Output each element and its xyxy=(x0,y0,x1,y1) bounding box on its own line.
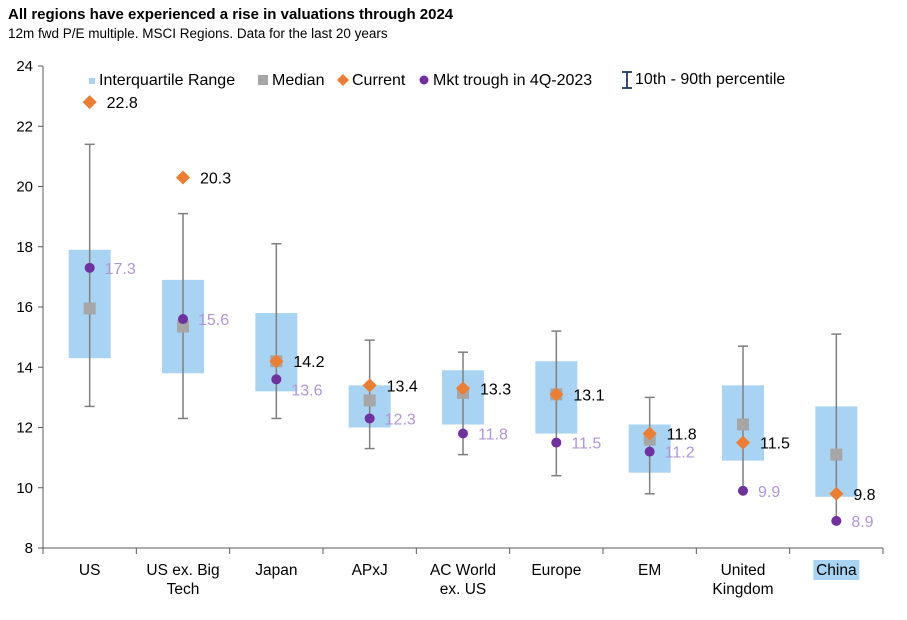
current-value-label: 11.5 xyxy=(760,436,790,453)
current-marker xyxy=(549,387,564,402)
legend-iqr-label: Interquartile Range xyxy=(99,72,235,89)
trough-value-label: 9.9 xyxy=(758,484,780,501)
legend-current-label: Current xyxy=(352,72,406,89)
y-tick-label: 20 xyxy=(16,179,33,196)
current-marker xyxy=(269,354,284,369)
current-marker xyxy=(362,378,377,393)
x-category-label: EM xyxy=(638,562,661,579)
x-category-label: ex. US xyxy=(440,581,487,598)
median-marker xyxy=(737,418,749,431)
legend-current-swatch xyxy=(337,74,349,86)
current-marker xyxy=(829,486,844,501)
y-tick-label: 18 xyxy=(16,239,33,256)
median-marker xyxy=(177,320,189,333)
current-value-label: 13.4 xyxy=(387,378,418,395)
x-category-label: Kingdom xyxy=(712,581,773,598)
current-value-label: 14.2 xyxy=(293,354,324,371)
median-marker xyxy=(363,394,376,407)
current-marker xyxy=(736,435,750,450)
legend-median-label: Median xyxy=(272,72,324,89)
legend-iqr-swatch xyxy=(89,78,95,84)
trough-value-label: 12.3 xyxy=(385,411,416,428)
trough-marker xyxy=(738,485,748,496)
current-value-label: 11.8 xyxy=(667,427,697,444)
median-marker xyxy=(83,302,96,315)
x-category-label: US ex. Big xyxy=(146,562,219,579)
y-tick-label: 12 xyxy=(16,420,33,437)
current-marker xyxy=(82,95,97,110)
x-category-label: Europe xyxy=(531,562,581,579)
y-tick-label: 22 xyxy=(16,118,33,135)
current-value-label: 20.3 xyxy=(200,170,231,187)
current-marker xyxy=(176,170,190,185)
legend-trough-label: Mkt trough in 4Q-2023 xyxy=(433,72,592,89)
x-category-label: AC World xyxy=(430,562,496,579)
chart-title: All regions have experienced a rise in v… xyxy=(8,6,454,23)
trough-value-label: 8.9 xyxy=(851,514,873,531)
median-marker xyxy=(830,448,843,461)
current-value-label: 13.1 xyxy=(573,387,604,404)
trough-marker xyxy=(178,314,188,325)
current-value-label: 13.3 xyxy=(480,381,511,398)
chart-subtitle: 12m fwd P/E multiple. MSCI Regions. Data… xyxy=(8,26,388,41)
legend-whisker-label: 10th - 90th percentile xyxy=(635,71,785,88)
trough-marker xyxy=(84,262,95,273)
trough-value-label: 15.6 xyxy=(198,312,229,329)
category-highlight xyxy=(813,560,860,580)
trough-value-label: 11.2 xyxy=(665,445,695,462)
trough-marker xyxy=(271,374,282,385)
trough-marker xyxy=(551,437,562,448)
x-category-label: United xyxy=(721,562,766,579)
trough-value-label: 17.3 xyxy=(105,261,136,278)
current-value-label: 9.8 xyxy=(853,487,875,504)
trough-value-label: 11.8 xyxy=(478,427,508,444)
x-category-label: APxJ xyxy=(352,562,388,579)
current-value-label: 22.8 xyxy=(107,95,138,112)
current-marker xyxy=(456,381,470,396)
legend-median-swatch xyxy=(258,75,268,85)
trough-marker xyxy=(644,446,655,457)
y-tick-label: 24 xyxy=(16,58,33,75)
x-category-label: China xyxy=(816,562,857,579)
y-tick-label: 14 xyxy=(16,359,33,376)
trough-marker xyxy=(458,428,468,439)
y-tick-label: 10 xyxy=(16,480,33,497)
current-marker xyxy=(642,426,657,441)
x-category-label: US xyxy=(79,562,101,579)
trough-value-label: 13.6 xyxy=(291,382,322,399)
y-tick-label: 8 xyxy=(25,540,33,557)
legend-trough-swatch xyxy=(419,75,429,85)
trough-marker xyxy=(364,413,375,424)
trough-value-label: 11.5 xyxy=(571,436,601,453)
x-category-label: Tech xyxy=(167,581,200,598)
y-tick-label: 16 xyxy=(16,299,33,316)
trough-marker xyxy=(831,515,842,526)
x-category-label: Japan xyxy=(255,562,297,579)
